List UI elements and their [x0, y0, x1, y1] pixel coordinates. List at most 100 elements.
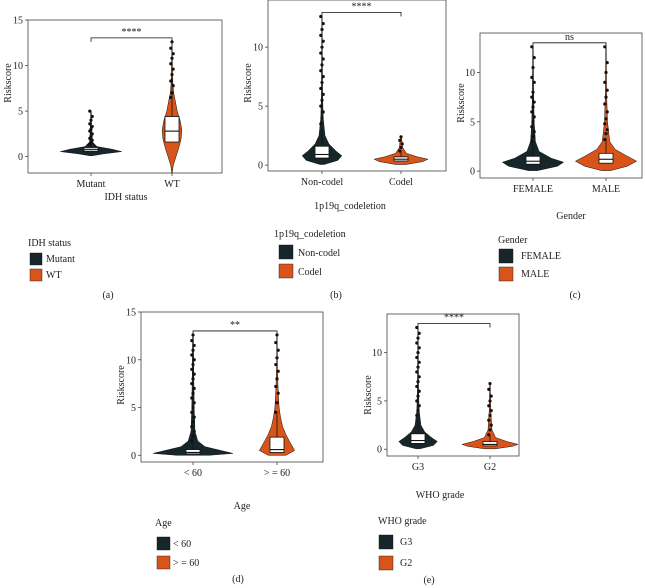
- outlier-d-0-21: [190, 339, 194, 343]
- outlier-c-0-13: [531, 65, 535, 70]
- outlier-d-1-1: [275, 401, 279, 405]
- outlier-c-0-0: [530, 139, 534, 144]
- outlier-a-0-11: [90, 114, 94, 119]
- panel-e-xlabel: WHO grade: [416, 490, 465, 501]
- panel-c-tag: (c): [569, 290, 580, 301]
- panel-b-legend-label-2: Codel: [298, 267, 322, 278]
- outlier-b-1-4: [399, 135, 403, 139]
- outlier-e-1-2: [489, 423, 493, 427]
- y-tick-label-c-0: 0: [470, 167, 475, 178]
- outlier-b-1-1: [399, 145, 403, 150]
- outlier-c-0-5: [532, 115, 536, 119]
- legend-swatch-a-2: [29, 268, 43, 282]
- panel-c-legend-title: Gender: [498, 235, 528, 246]
- outlier-e-0-16: [416, 336, 420, 340]
- outlier-c-1-10: [604, 70, 608, 75]
- outlier-b-0-14: [321, 39, 325, 43]
- outlier-b-0-11: [321, 57, 325, 61]
- outlier-e-0-13: [416, 351, 420, 355]
- outlier-e-1-1: [488, 428, 492, 432]
- x-tick-label-c-0: FEMALE: [513, 184, 553, 195]
- legend-swatch-e-2: [378, 555, 394, 571]
- outlier-b-0-3: [319, 104, 323, 108]
- panel-a-frame: [27, 19, 223, 174]
- panel-e-tag: (e): [423, 575, 434, 586]
- outlier-d-0-17: [192, 358, 196, 362]
- x-tick-label-a-1: WT: [164, 179, 180, 190]
- outlier-d-0-18: [190, 353, 194, 357]
- outlier-d-1-8: [276, 348, 280, 352]
- legend-swatch-b-2: [278, 263, 294, 279]
- outlier-b-0-2: [321, 110, 325, 114]
- outlier-a-0-4: [89, 134, 93, 139]
- outlier-e-0-17: [417, 331, 421, 335]
- outlier-c-0-3: [530, 125, 534, 129]
- outlier-a-0-5: [90, 132, 94, 136]
- outlier-b-0-8: [321, 75, 325, 79]
- panel-d-legend-label-1: < 60: [173, 539, 191, 550]
- significance-bracket-b: [321, 12, 402, 17]
- outlier-d-1-0: [274, 410, 278, 414]
- outlier-d-0-15: [190, 367, 194, 371]
- panel-e-frame: [386, 313, 520, 457]
- outlier-b-1-3: [398, 138, 402, 142]
- significance-label-e: ****: [444, 313, 464, 324]
- outlier-d-0-4: [191, 420, 195, 424]
- panel-d-frame: [140, 311, 324, 463]
- outlier-d-0-14: [192, 372, 196, 376]
- outlier-a-0-10: [89, 118, 93, 122]
- significance-label-b: ****: [352, 2, 372, 13]
- outlier-c-1-8: [605, 88, 609, 92]
- x-tick-label-e-1: G2: [484, 462, 496, 473]
- outlier-e-0-8: [417, 375, 421, 379]
- box-e-0: [410, 433, 426, 444]
- box-a-1: [164, 116, 180, 143]
- outlier-c-1-2: [605, 128, 609, 132]
- outlier-a-1-4: [170, 73, 174, 77]
- outlier-a-1-8: [171, 52, 175, 56]
- outlier-b-0-5: [321, 92, 325, 96]
- outlier-e-1-10: [488, 381, 492, 386]
- y-tick-label-a-1: 5: [18, 107, 23, 118]
- panel-a: Riskscore IDH status IDH status Mutant W…: [3, 16, 223, 301]
- outlier-e-0-2: [417, 404, 421, 408]
- outlier-a-0-7: [89, 127, 93, 131]
- outlier-a-0-12: [88, 109, 92, 113]
- outlier-b-0-16: [320, 27, 324, 32]
- panel-d-xlabel: Age: [234, 501, 251, 512]
- outlier-e-0-7: [416, 380, 420, 384]
- outlier-b-0-1: [320, 116, 324, 120]
- y-tick-label-b-0: 0: [258, 161, 263, 172]
- outlier-d-1-5: [276, 369, 280, 373]
- outlier-e-0-10: [416, 365, 420, 369]
- outlier-d-1-4: [275, 377, 279, 381]
- outlier-e-0-12: [415, 355, 419, 360]
- y-tick-label-b-2: 10: [253, 43, 263, 54]
- x-tick-label-c-1: MALE: [592, 184, 620, 195]
- outlier-d-0-13: [191, 377, 195, 381]
- panel-e-legend-label-2: G2: [400, 558, 412, 569]
- box-d-0: [185, 449, 201, 455]
- panel-d-ylabel: Riskscore: [116, 365, 127, 405]
- panel-e-legend-title: WHO grade: [378, 516, 427, 527]
- y-tick-label-e-1: 5: [377, 396, 382, 407]
- y-tick-label-a-2: 10: [13, 61, 23, 72]
- panel-d: Riskscore Age Age < 60 > = 60 (d) 0 5 10 15…: [116, 308, 324, 585]
- outlier-d-1-2: [276, 391, 280, 395]
- outlier-a-0-2: [90, 138, 94, 142]
- outlier-e-0-18: [415, 325, 419, 330]
- outlier-e-1-4: [488, 413, 492, 418]
- significance-label-c: ns: [565, 32, 574, 43]
- box-b-0: [314, 145, 330, 159]
- outlier-b-0-17: [321, 21, 325, 26]
- outlier-a-1-0: [169, 95, 173, 100]
- panel-b-frame: [267, 0, 447, 172]
- outlier-d-1-9: [274, 340, 278, 345]
- outlier-d-1-6: [274, 362, 278, 367]
- outlier-b-0-18: [319, 14, 323, 19]
- outlier-a-0-8: [90, 124, 94, 129]
- legend-swatch-b-1: [278, 244, 294, 260]
- legend-swatch-e-1: [378, 534, 394, 550]
- x-tick-label-b-0: Non-codel: [301, 177, 343, 188]
